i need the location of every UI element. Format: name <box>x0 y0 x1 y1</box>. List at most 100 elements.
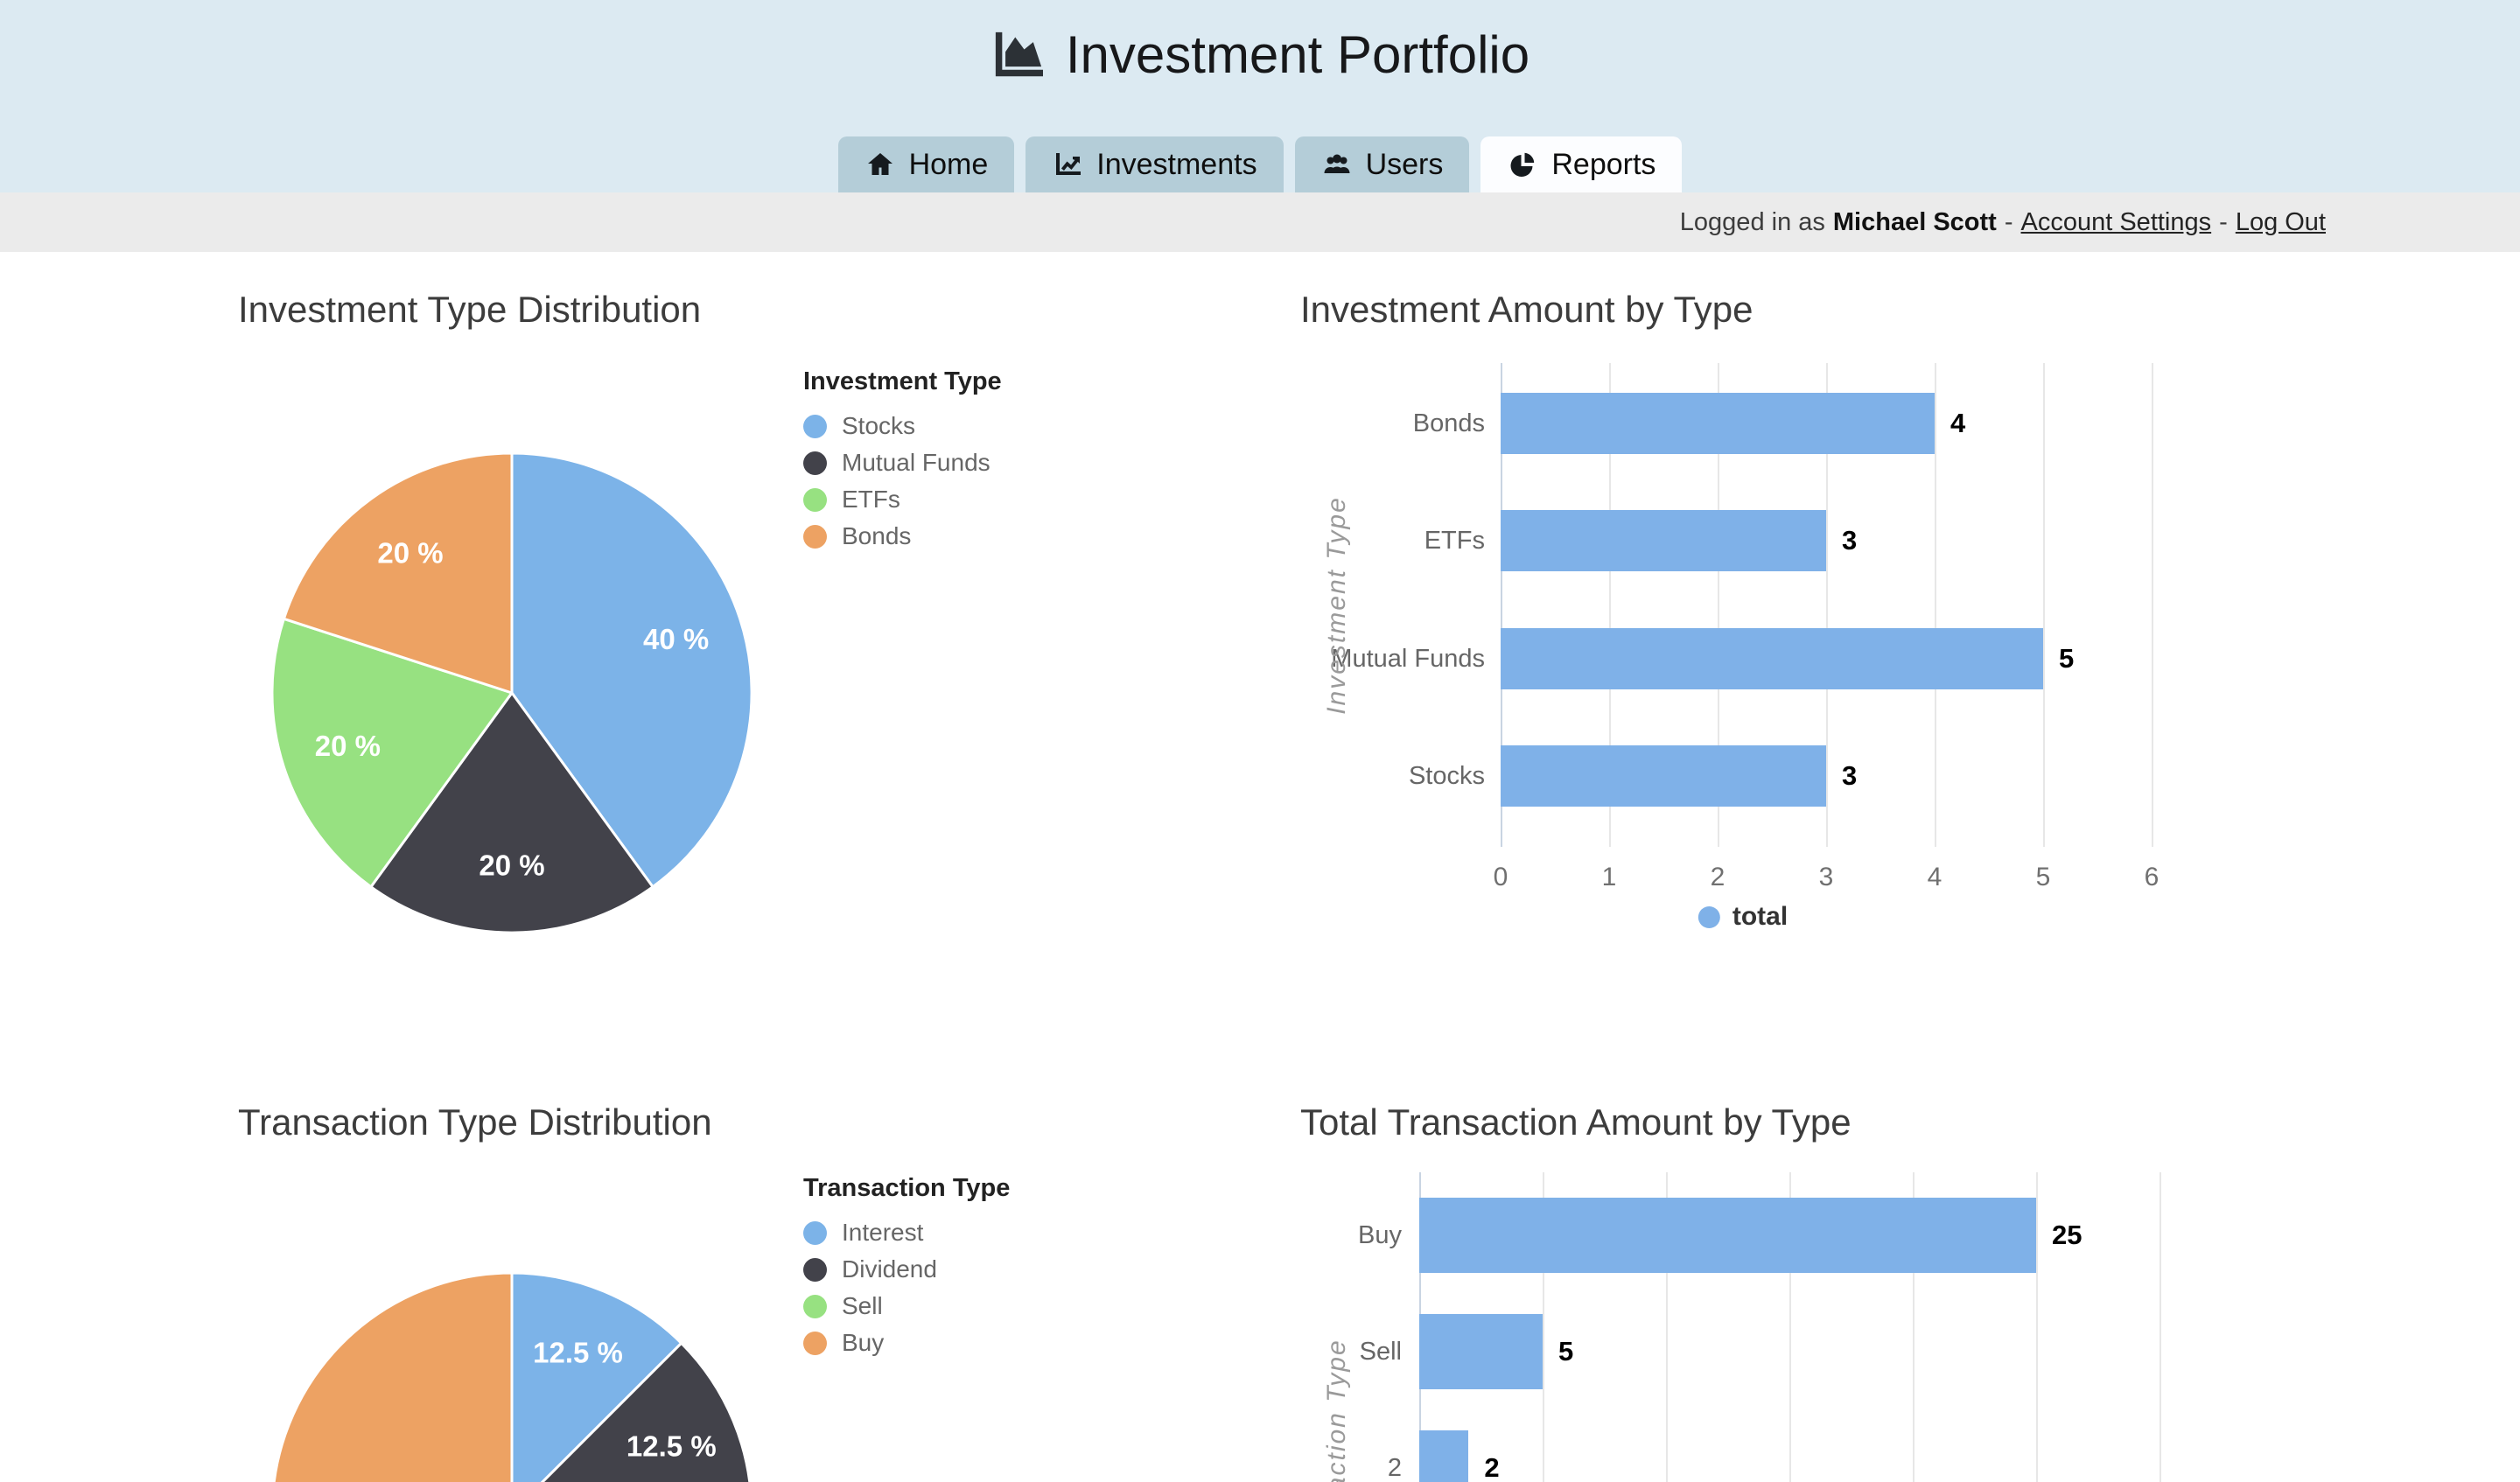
legend-label: ETFs <box>842 486 900 513</box>
pie-data-label: 12.5 % <box>626 1430 717 1463</box>
legend-item-etfs[interactable]: ETFs <box>803 481 1002 518</box>
gridline <box>1789 1172 1791 1482</box>
page-title: Investment Portfolio <box>1065 25 1530 84</box>
pie-slice-buy[interactable] <box>272 1271 514 1482</box>
tab-label: Users <box>1365 147 1444 181</box>
legend-label: Buy <box>842 1329 885 1356</box>
bar-2[interactable] <box>1419 1430 1469 1482</box>
chart-title-investment-type-distribution: Investment Type Distribution <box>238 289 702 330</box>
x-tick-label: 5 <box>2035 863 2051 891</box>
bar-bonds[interactable] <box>1501 393 1935 454</box>
legend-marker <box>1698 905 1720 928</box>
tab-reports[interactable]: Reports <box>1480 136 1683 192</box>
legend-label: Mutual Funds <box>842 449 990 476</box>
legend-label: Stocks <box>842 412 916 439</box>
chart-pie-icon <box>1510 152 1535 177</box>
chart-title-investment-amount-by-type: Investment Amount by Type <box>1300 289 1754 330</box>
legend-label: Sell <box>842 1292 883 1319</box>
legend-swatch <box>803 414 827 438</box>
tab-label: Home <box>908 147 989 181</box>
chart-title-transaction-type-distribution: Transaction Type Distribution <box>238 1101 712 1143</box>
legend-series-label: total <box>1732 902 1788 931</box>
tab-investments[interactable]: Investments <box>1026 136 1284 192</box>
legend-item-interest[interactable]: Interest <box>803 1214 1010 1251</box>
pie-data-label: 12.5 % <box>533 1337 623 1369</box>
session-user: Michael Scott <box>1832 207 1997 236</box>
bar-mutual-funds[interactable] <box>1501 627 2043 689</box>
legend-item-bonds[interactable]: Bonds <box>803 518 1002 555</box>
log-out-link[interactable]: Log Out <box>2235 207 2326 236</box>
legend-swatch <box>803 1294 827 1318</box>
tab-users[interactable]: Users <box>1294 136 1470 192</box>
x-tick-label: 4 <box>1927 863 1942 891</box>
x-tick-label: 6 <box>2144 863 2160 891</box>
main-nav: Home Investments User <box>0 136 2520 192</box>
legend-swatch <box>803 1257 827 1282</box>
pie-data-label: 20 % <box>315 730 381 762</box>
separator: - <box>2004 207 2013 236</box>
pie-data-label: 40 % <box>643 623 709 655</box>
legend-label: Dividend <box>842 1255 937 1283</box>
pie-slice-stocks[interactable] <box>510 451 753 889</box>
gridline <box>2152 363 2153 847</box>
transaction-type-legend: Transaction Type Interest Dividend Sell Buy <box>803 1174 1010 1361</box>
gridline <box>2036 1172 2038 1482</box>
pie-slice-bonds[interactable] <box>282 451 514 695</box>
category-label-2: 2 <box>1387 1454 1402 1482</box>
legend-swatch <box>803 487 827 512</box>
legend-item-mutual-funds[interactable]: Mutual Funds <box>803 444 1002 481</box>
y-axis-title: Investment Type <box>1322 496 1351 715</box>
legend-item-buy[interactable]: Buy <box>803 1325 1010 1361</box>
value-label: 4 <box>1950 408 1966 438</box>
investment-type-pie-chart: 40 % 20 % 20 % 20 % <box>270 451 753 934</box>
category-label-mutual-funds: Mutual Funds <box>1331 644 1485 673</box>
gridline <box>2043 363 2045 847</box>
value-label: 25 <box>2052 1220 2082 1250</box>
bar-buy[interactable] <box>1419 1198 2036 1273</box>
legend-swatch <box>803 1220 827 1245</box>
page-title-row: Investment Portfolio <box>0 24 2520 85</box>
bar-sell[interactable] <box>1419 1314 1543 1389</box>
home-icon <box>867 153 892 175</box>
pie-slice-interest[interactable] <box>510 1271 683 1482</box>
pie-slice-dividend[interactable] <box>512 1341 752 1482</box>
legend-item-sell[interactable]: Sell <box>803 1288 1010 1325</box>
legend-swatch <box>803 451 827 475</box>
gridline <box>1666 1172 1668 1482</box>
account-settings-link[interactable]: Account Settings <box>2020 207 2212 236</box>
category-label-etfs: ETFs <box>1424 527 1485 556</box>
pie-slice-etfs[interactable] <box>270 617 514 889</box>
app-header: Investment Portfolio Home Investments <box>0 0 2520 192</box>
legend-item-stocks[interactable]: Stocks <box>803 408 1002 444</box>
users-icon <box>1324 154 1350 173</box>
value-label: 5 <box>1558 1336 1574 1367</box>
x-tick-label: 1 <box>1601 863 1617 891</box>
chart-title-total-transaction-amount-by-type: Total Transaction Amount by Type <box>1300 1101 1852 1143</box>
gridline <box>2160 1172 2161 1482</box>
y-axis-title: Transaction Type <box>1322 1339 1351 1482</box>
tab-label: Investments <box>1096 147 1257 181</box>
value-label: 3 <box>1842 760 1858 792</box>
value-label: 5 <box>2059 642 2075 674</box>
pie-data-label: 20 % <box>479 849 544 881</box>
transaction-type-pie-chart: 12.5 % 12.5 % <box>272 1271 752 1482</box>
pie-slice-mutual-funds[interactable] <box>369 691 654 934</box>
legend-label: Bonds <box>842 522 912 549</box>
category-label-stocks: Stocks <box>1408 762 1485 791</box>
session-text: Logged in as <box>1679 207 1825 236</box>
bar-etfs[interactable] <box>1501 510 1826 572</box>
legend-item-dividend[interactable]: Dividend <box>803 1251 1010 1288</box>
category-label-bonds: Bonds <box>1412 409 1485 437</box>
bar-stocks[interactable] <box>1501 745 1826 807</box>
tab-home[interactable]: Home <box>837 136 1015 192</box>
legend-swatch <box>803 1331 827 1355</box>
category-label-sell: Sell <box>1359 1338 1402 1366</box>
value-label: 2 <box>1484 1452 1500 1482</box>
chart-area-icon <box>995 31 1043 76</box>
x-tick-label: 3 <box>1818 863 1834 891</box>
x-axis-line <box>1501 363 1502 847</box>
x-tick-label: 2 <box>1710 863 1726 891</box>
series-legend[interactable]: total <box>1698 902 1788 932</box>
legend-label: Interest <box>842 1219 924 1246</box>
